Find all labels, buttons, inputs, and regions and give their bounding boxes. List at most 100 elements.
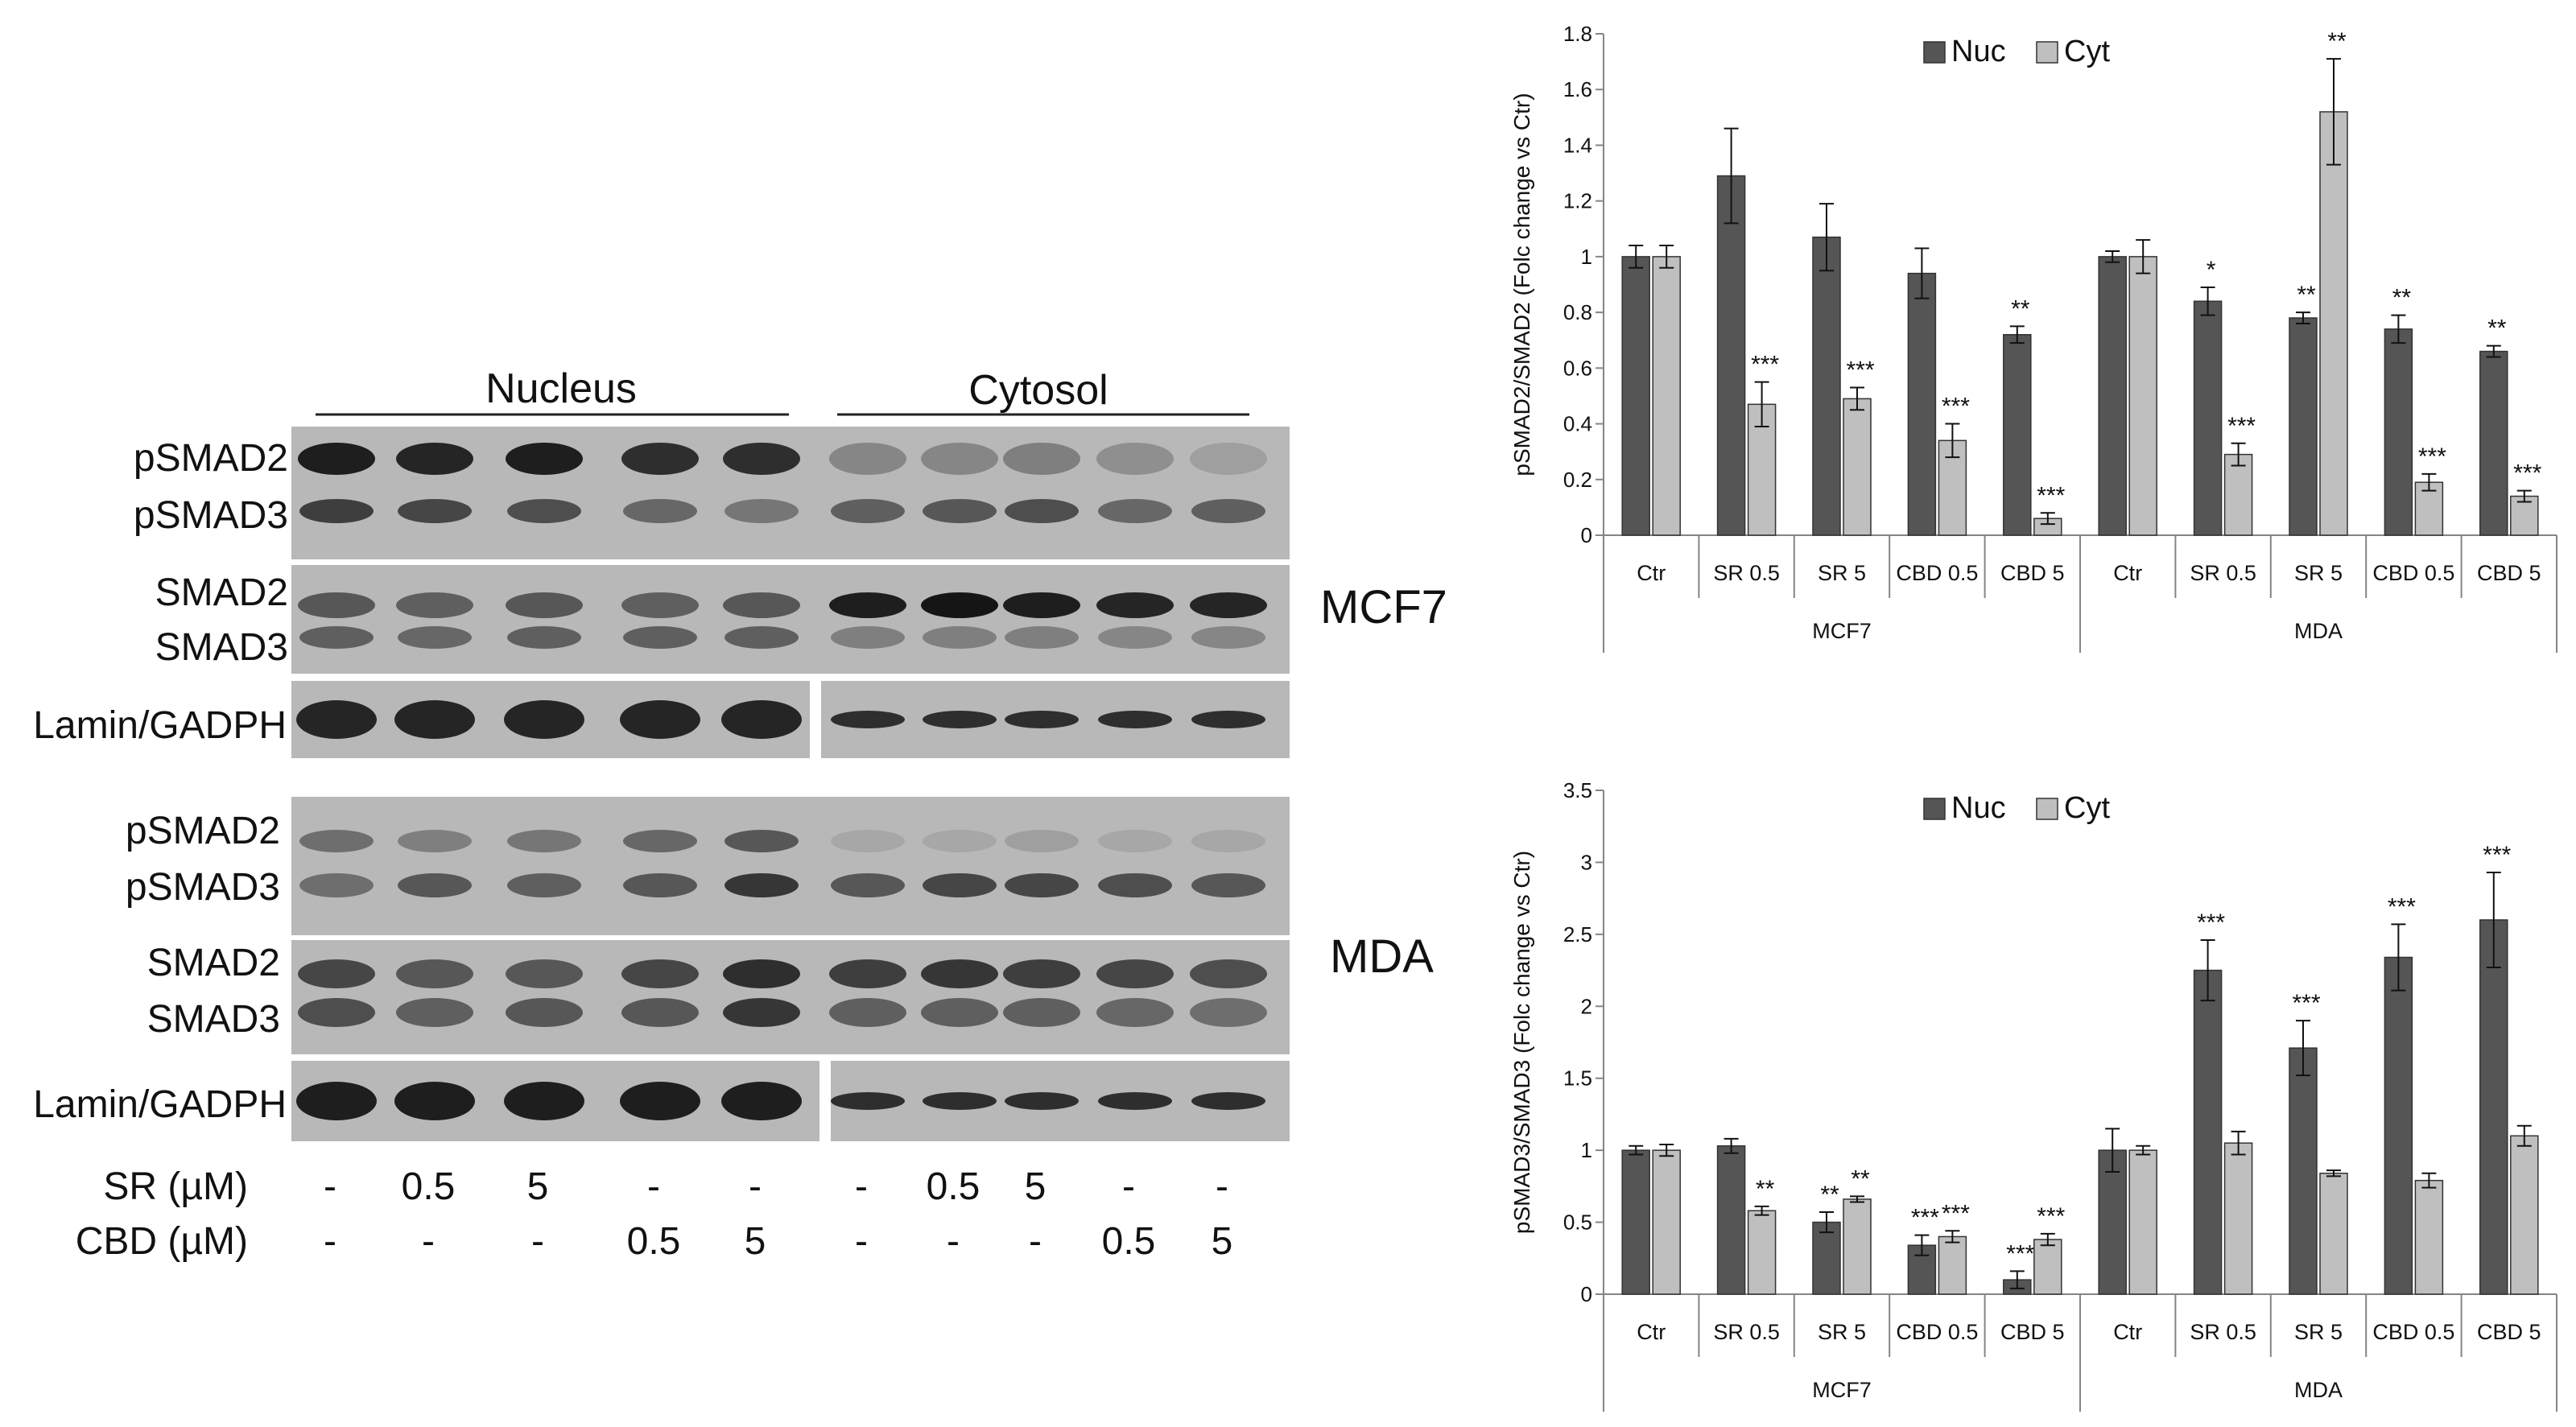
- mda-psmad-panel-band: [398, 830, 472, 852]
- nuc-bar: Nuc CBD 0.5: 0.94: [1907, 272, 1937, 536]
- nucleus-header: Nucleus: [485, 365, 637, 412]
- mda-smad-panel-band: [723, 998, 800, 1027]
- y-tick-label: 1.8: [1563, 22, 1592, 46]
- significance-label: ***: [1846, 357, 1874, 384]
- y-tick-label: 0.2: [1563, 468, 1592, 492]
- treatment-value: -: [422, 1220, 435, 1263]
- psmad3-bar-chart: 0 0.5 1 1.5 2 2.5 3 3.5 pSMAD3/SMAD3 (Folc chang…: [1509, 778, 2557, 1412]
- cyt-bar: Cyt Ctr: 1: [1652, 256, 1681, 536]
- y-axis-label: pSMAD3/SMAD3 (Folc change vs Ctr): [1509, 851, 1534, 1234]
- legend-swatch-cyt: [2036, 41, 2058, 64]
- mda-psmad-panel-band: [1098, 830, 1172, 852]
- legend-label-cyt: Cyt: [2064, 35, 2110, 68]
- cyt-bar: Cyt SR 5: 0.84: [2319, 1173, 2348, 1295]
- cyt-bar: Cyt SR 5: 0.49: [1843, 398, 1872, 536]
- mcf7-loading-panel-band: [721, 700, 802, 739]
- category-label: CBD 0.5: [1896, 1320, 1978, 1344]
- mcf7-psmad-panel-band: [1003, 443, 1080, 475]
- y-tick-label: 1.5: [1563, 1066, 1592, 1091]
- mcf7-cell-line-label: MCF7: [1320, 581, 1447, 633]
- mcf7-psmad-panel-band: [623, 499, 697, 523]
- mda-smad-panel-band: [298, 959, 375, 988]
- nuc-bar: Nuc SR 5: 0.78: [2289, 317, 2318, 536]
- y-tick-label: 1.4: [1563, 133, 1592, 157]
- mcf7-smad-panel-band: [1003, 592, 1080, 618]
- cytosol-header: Cytosol: [968, 367, 1108, 414]
- category-label: SR 5: [2294, 1320, 2343, 1344]
- mda-psmad-panel-band: [831, 873, 905, 897]
- mcf7-psmad-panel-band: [723, 443, 800, 475]
- mcf7-smad-panel-band: [507, 626, 581, 649]
- mcf7-smad-panel-band: [723, 592, 800, 618]
- mcf7-smad-panel-band: [921, 592, 998, 618]
- significance-label: **: [1820, 1182, 1839, 1208]
- category-label: SR 0.5: [1713, 561, 1780, 585]
- nuc-bar: Nuc CBD 0.5: 0.74: [2384, 328, 2413, 536]
- mda-smad-panel-band: [1190, 998, 1267, 1027]
- treatment-value: 0.5: [927, 1165, 980, 1208]
- mcf7-psmad3-label: pSMAD3: [134, 494, 288, 537]
- significance-label: ***: [2483, 842, 2511, 868]
- mda-smad-panel-band: [1096, 959, 1174, 988]
- cyt-bar: Cyt SR 0.5: 0.29: [2223, 453, 2253, 536]
- significance-label: ***: [2197, 909, 2225, 936]
- y-tick-label: 2: [1581, 994, 1592, 1018]
- mda-psmad-panel-band: [507, 873, 581, 897]
- mda-psmad-panel-band: [623, 873, 697, 897]
- mcf7-smad-panel-band: [923, 626, 997, 649]
- mcf7-psmad-panel-band: [298, 443, 375, 475]
- significance-label: ***: [1942, 1200, 1970, 1227]
- group-label: MCF7: [1812, 619, 1872, 643]
- category-label: SR 0.5: [2190, 561, 2256, 585]
- mda-loading-panel-band: [1098, 1092, 1172, 1110]
- significance-label: ***: [1942, 394, 1970, 420]
- mda-smad-panel-band: [621, 959, 699, 988]
- treatment-value: -: [1216, 1165, 1228, 1208]
- mda-psmad-panel-band: [623, 830, 697, 852]
- group-label: MDA: [2294, 1378, 2343, 1402]
- mda-loading-panel-band: [1005, 1092, 1079, 1110]
- mda-psmad-panel-band: [507, 830, 581, 852]
- mcf7-psmad-panel-band: [724, 499, 799, 523]
- cyt-bar: Cyt CBD 5: 0.38: [2033, 1239, 2062, 1295]
- mda-psmad-panel-band: [299, 830, 374, 852]
- y-tick-label: 2.5: [1563, 922, 1592, 947]
- category-label: Ctr: [2113, 1320, 2142, 1344]
- mcf7-loading-label: Lamin/GADPH: [33, 704, 287, 747]
- nuc-bar: Nuc Ctr: 1: [1621, 1149, 1650, 1295]
- mcf7-psmad-panel-band: [299, 499, 374, 523]
- mcf7-psmad-panel-band: [1005, 499, 1079, 523]
- mda-smad-panel-band: [396, 998, 473, 1027]
- mda-loading-panel-band: [831, 1092, 905, 1110]
- mda-loading-label: Lamin/GADPH: [33, 1083, 287, 1126]
- mcf7-psmad-panel-band: [398, 499, 472, 523]
- mcf7-loading-panel-band: [504, 700, 584, 739]
- nuc-bar: Nuc Ctr: 1: [2098, 256, 2127, 536]
- nuc-bar: Nuc SR 0.5: 1.03: [1716, 1145, 1746, 1295]
- category-label: SR 0.5: [1713, 1320, 1780, 1344]
- mda-loading-panel-band: [394, 1082, 475, 1120]
- significance-label: ***: [2388, 893, 2416, 920]
- mda-psmad-panel-band: [1005, 873, 1079, 897]
- mda-loading-panel-band: [721, 1082, 802, 1120]
- group-label: MCF7: [1812, 1378, 1872, 1402]
- significance-label: ***: [2037, 1203, 2065, 1230]
- nuc-bar: Nuc CBD 5: 2.6: [2479, 919, 2508, 1295]
- mda-smad-panel-band: [1003, 998, 1080, 1027]
- cyt-bar: Cyt SR 5: 0.66: [1843, 1198, 1872, 1295]
- mcf7-loading-panel-band: [1005, 711, 1079, 728]
- legend-label-nuc: Nuc: [1951, 35, 2006, 68]
- mcf7-smad-panel-band: [1190, 592, 1267, 618]
- mcf7-loading-panel-band: [831, 711, 905, 728]
- category-label: Ctr: [2113, 561, 2142, 585]
- mda-psmad-panel-band: [831, 830, 905, 852]
- category-label: SR 5: [2294, 561, 2343, 585]
- western-blot-panel: Nucleus Cytosol pSMAD2 pSMAD3 SMAD2 SMAD3 Lami…: [33, 365, 1447, 1263]
- y-tick-label: 3.5: [1563, 778, 1592, 802]
- mcf7-loading-panel-band: [1191, 711, 1265, 728]
- legend-swatch-nuc: [1923, 41, 1946, 64]
- mda-psmad-panel-band: [724, 873, 799, 897]
- mcf7-loading-panel-band: [394, 700, 475, 739]
- mda-smad-panel-band: [829, 959, 906, 988]
- mda-smad-panel-band: [1003, 959, 1080, 988]
